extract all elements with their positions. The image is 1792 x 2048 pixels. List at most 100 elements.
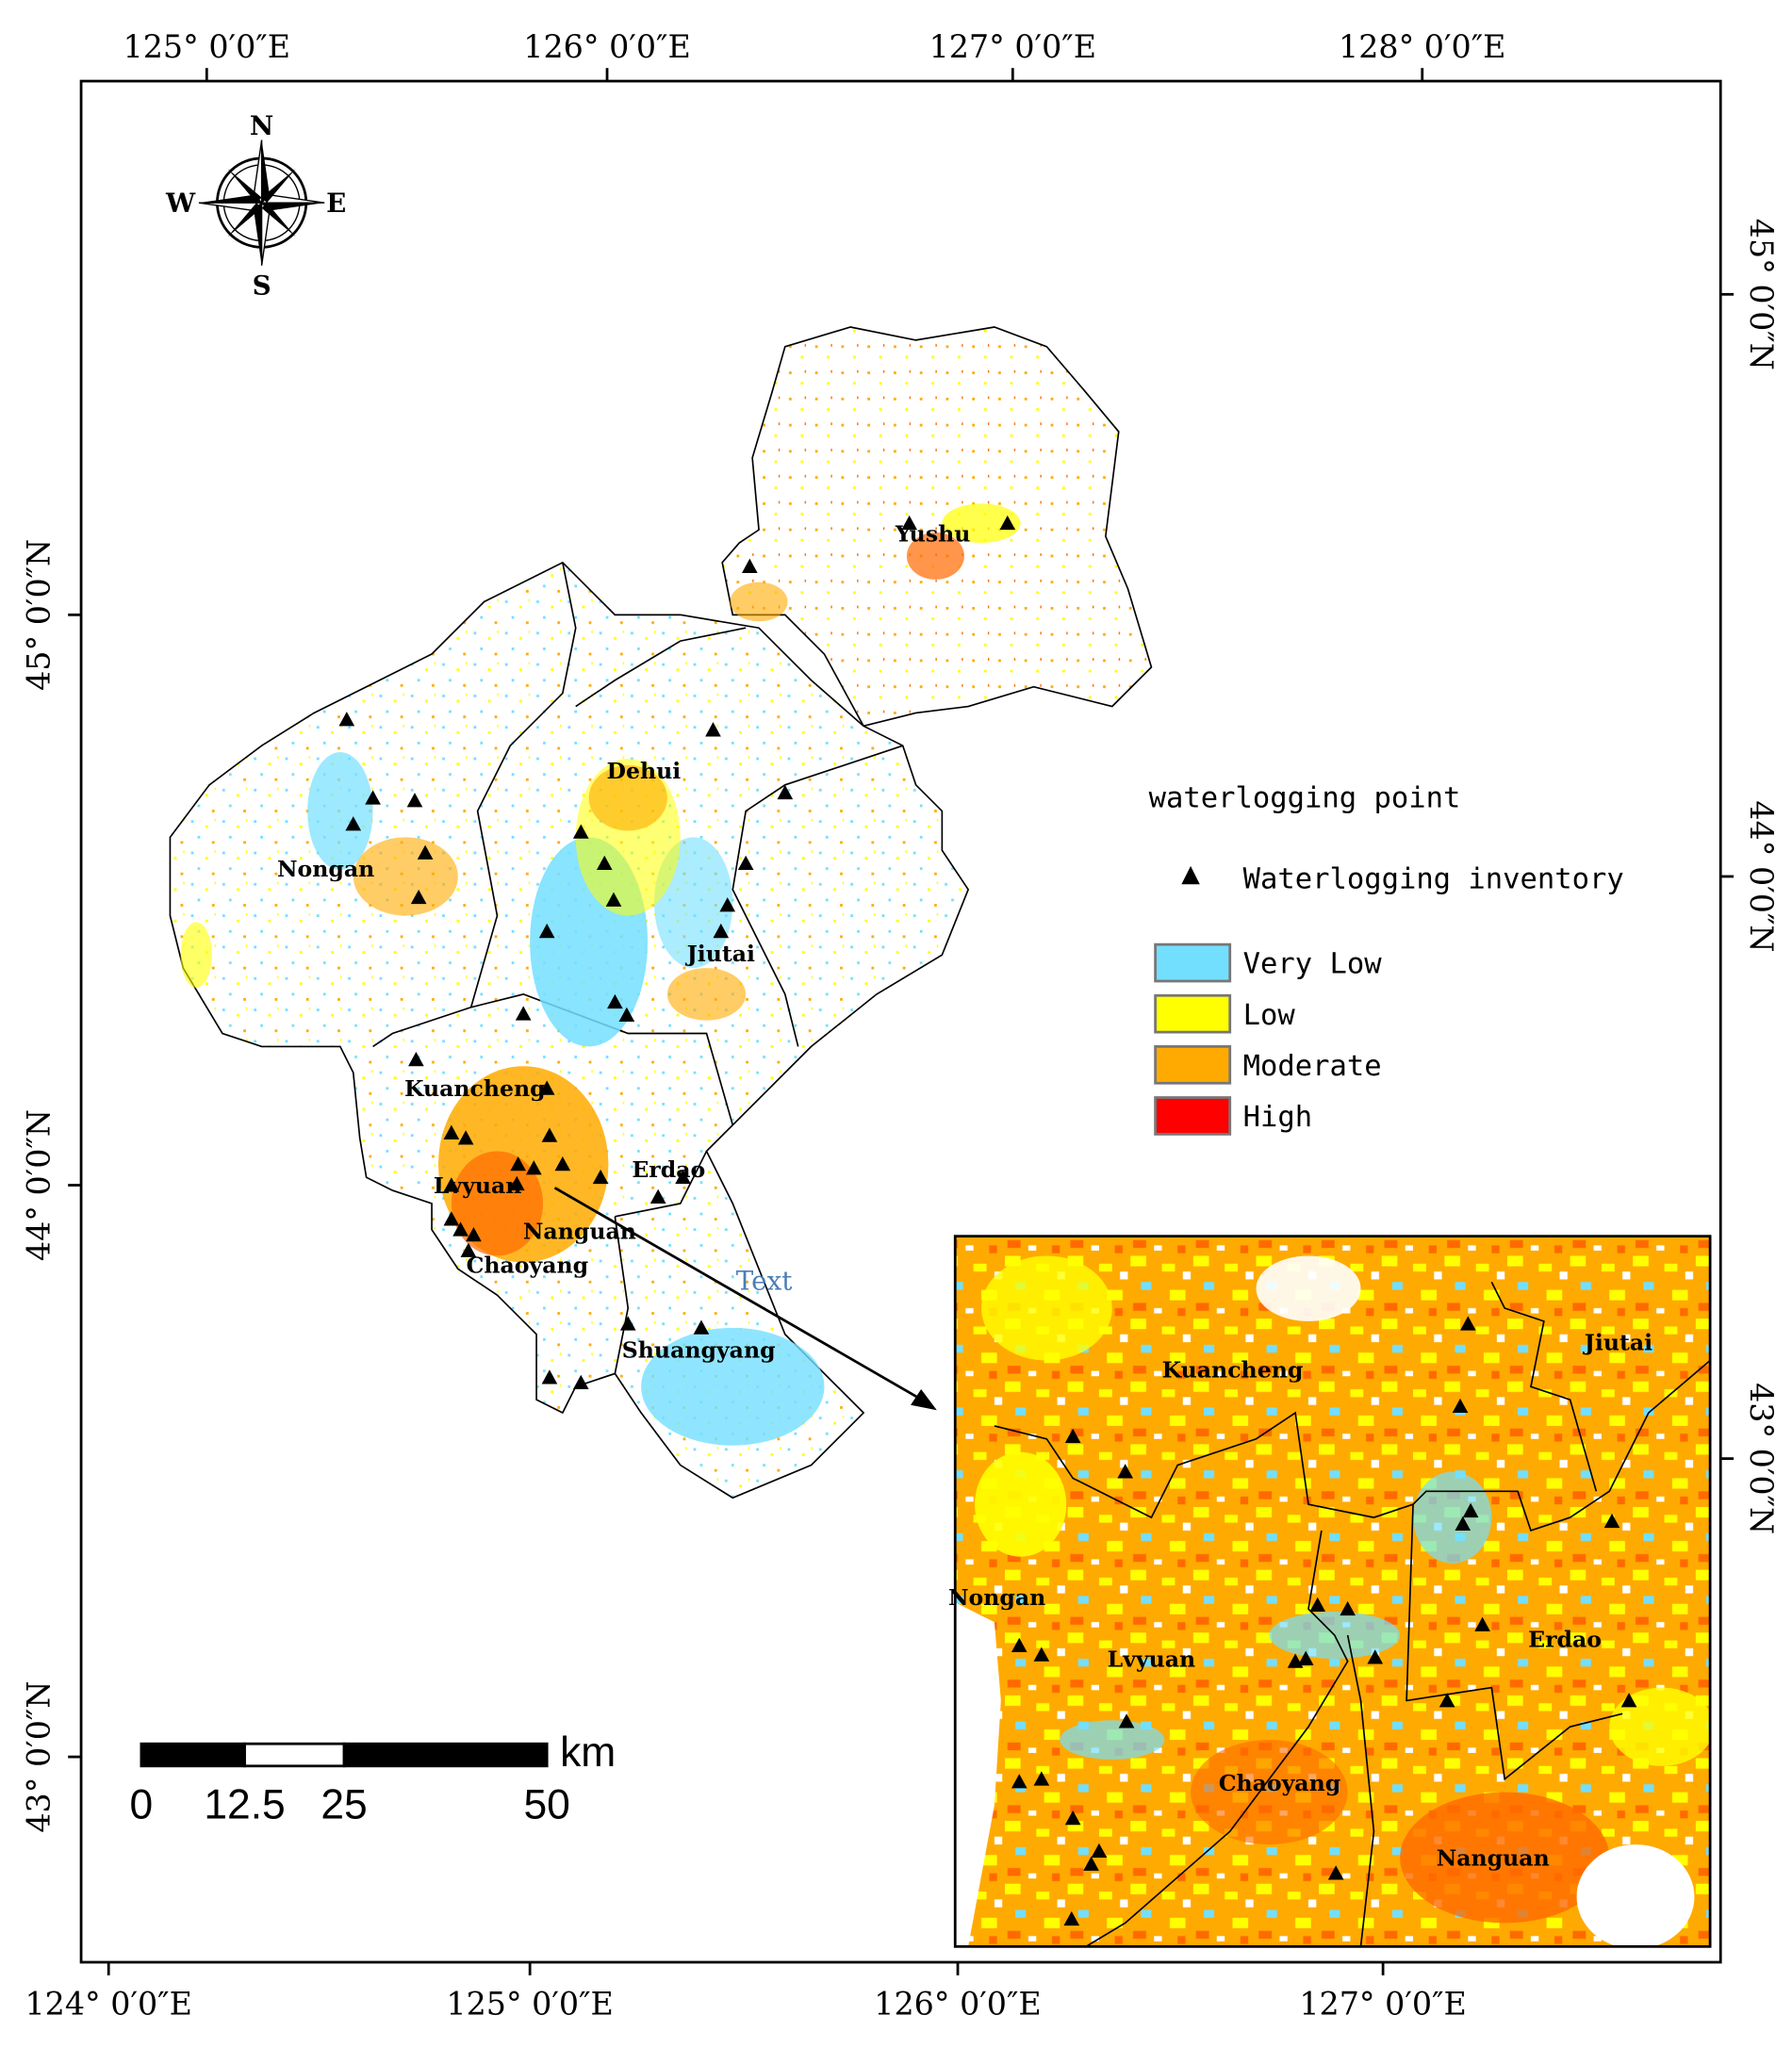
place-label: Erdao bbox=[632, 1156, 705, 1183]
waterlogging-point bbox=[541, 1127, 558, 1142]
scale-bar bbox=[140, 1742, 549, 1768]
scale-label: 12.5 bbox=[204, 1781, 285, 1827]
annotation: Text bbox=[736, 1266, 793, 1297]
place-label: Chaoyang bbox=[467, 1253, 589, 1279]
waterlogging-point bbox=[538, 923, 555, 939]
waterlogging-point bbox=[1064, 1428, 1081, 1443]
top-coord-label: 125° 0′0″E bbox=[123, 28, 290, 65]
waterlogging-point bbox=[592, 1169, 609, 1185]
waterlogging-point bbox=[1063, 1910, 1080, 1926]
waterlogging-point bbox=[457, 1130, 474, 1145]
waterlogging-point bbox=[460, 1242, 477, 1257]
right-coord-label: 43° 0′0″N bbox=[1743, 1383, 1780, 1534]
waterlogging-point bbox=[554, 1155, 571, 1171]
waterlogging-point bbox=[649, 1188, 666, 1204]
waterlogging-point bbox=[515, 1006, 532, 1021]
waterlogging-point bbox=[345, 816, 362, 831]
district-boundaries bbox=[372, 562, 903, 1374]
waterlogging-point bbox=[572, 1374, 589, 1390]
inset-place-label: Nanguan bbox=[1437, 1844, 1550, 1871]
place-label: Yushu bbox=[895, 521, 970, 548]
waterlogging-point bbox=[741, 558, 758, 573]
waterlogging-point bbox=[1118, 1713, 1135, 1729]
inset-place-label: Jiutai bbox=[1583, 1329, 1652, 1355]
place-label: Jiutai bbox=[685, 941, 755, 967]
top-coord-label: 127° 0′0″E bbox=[929, 28, 1096, 65]
waterlogging-point bbox=[1439, 1693, 1455, 1708]
waterlogging-point bbox=[1309, 1597, 1326, 1613]
waterlogging-point bbox=[1603, 1513, 1620, 1529]
waterlogging-point bbox=[1033, 1771, 1050, 1786]
waterlogging-point bbox=[1452, 1398, 1469, 1414]
bottom-coord-label: 126° 0′0″E bbox=[874, 1986, 1041, 2023]
scale-label: 25 bbox=[321, 1781, 367, 1827]
place-label: Kuancheng bbox=[404, 1075, 546, 1102]
legend-class-label: Low bbox=[1243, 999, 1296, 1032]
place-label: Shuangyang bbox=[622, 1337, 776, 1364]
waterlogging-point bbox=[1462, 1502, 1479, 1518]
waterlogging-point bbox=[619, 1316, 636, 1331]
compass-e: E bbox=[326, 188, 346, 219]
waterlogging-point bbox=[675, 1169, 691, 1185]
left-coord-label: 45° 0′0″N bbox=[21, 539, 58, 691]
waterlogging-point bbox=[417, 844, 434, 860]
inset-arrow bbox=[553, 1187, 928, 1404]
legend-point-symbol bbox=[1181, 865, 1200, 885]
waterlogging-point bbox=[338, 712, 355, 727]
scale-label: 0 bbox=[130, 1781, 154, 1827]
left-coord-label: 43° 0′0″N bbox=[21, 1681, 58, 1833]
inset-arrowhead bbox=[911, 1389, 937, 1411]
waterlogging-point bbox=[525, 1160, 542, 1175]
inset-place-label: Chaoyang bbox=[1219, 1770, 1341, 1796]
waterlogging-point bbox=[1091, 1843, 1108, 1858]
waterlogging-point bbox=[1367, 1649, 1384, 1664]
waterlogging-point bbox=[510, 1155, 526, 1171]
waterlogging-point bbox=[406, 793, 423, 808]
place-label: Nanguan bbox=[523, 1218, 636, 1244]
region-yushu bbox=[721, 326, 1153, 728]
waterlogging-point bbox=[443, 1177, 460, 1192]
inset-frame bbox=[953, 1235, 1712, 1948]
waterlogging-point bbox=[572, 824, 589, 839]
waterlogging-point bbox=[1117, 1464, 1134, 1479]
inset-place-label: Erdao bbox=[1528, 1626, 1602, 1652]
waterlogging-point bbox=[693, 1319, 710, 1335]
legend-swatch bbox=[1154, 942, 1232, 983]
waterlogging-point bbox=[1474, 1616, 1490, 1631]
legend-title: waterlogging point bbox=[1149, 781, 1461, 814]
legend-point-label: Waterlogging inventory bbox=[1243, 862, 1624, 895]
scale-label: 50 bbox=[523, 1781, 569, 1827]
bottom-coord-label: 125° 0′0″E bbox=[446, 1986, 613, 2023]
waterlogging-point bbox=[1297, 1650, 1314, 1665]
legend-class-label: High bbox=[1243, 1101, 1313, 1134]
waterlogging-point bbox=[607, 993, 623, 1009]
place-label: Dehui bbox=[607, 758, 682, 784]
legend-swatch bbox=[1154, 1045, 1232, 1085]
legend-swatch bbox=[1154, 993, 1232, 1034]
inset-place-label: Lvyuan bbox=[1108, 1646, 1196, 1672]
scale-unit: km bbox=[560, 1729, 616, 1776]
place-label: Nongan bbox=[277, 856, 374, 882]
waterlogging-point bbox=[719, 897, 736, 912]
waterlogging-point bbox=[1011, 1774, 1028, 1789]
waterlogging-point bbox=[999, 515, 1016, 531]
waterlogging-point bbox=[541, 1369, 558, 1384]
compass-n: N bbox=[250, 110, 273, 141]
compass-s: S bbox=[253, 270, 271, 301]
right-coord-label: 45° 0′0″N bbox=[1743, 219, 1780, 370]
right-coord-label: 44° 0′0″N bbox=[1743, 800, 1780, 952]
waterlogging-point bbox=[737, 855, 754, 871]
compass-w: W bbox=[165, 188, 196, 219]
waterlogging-point bbox=[538, 1080, 555, 1095]
waterlogging-point bbox=[1620, 1693, 1637, 1708]
waterlogging-point bbox=[901, 515, 917, 531]
waterlogging-point bbox=[408, 1051, 424, 1067]
compass-rose bbox=[198, 139, 325, 266]
waterlogging-point bbox=[1460, 1316, 1476, 1331]
waterlogging-point bbox=[466, 1226, 482, 1242]
inset-place-label: Kuancheng bbox=[1162, 1357, 1304, 1384]
waterlogging-point bbox=[1011, 1637, 1028, 1653]
waterlogging-point bbox=[777, 784, 794, 800]
waterlogging-point bbox=[452, 1221, 469, 1237]
inset-place-label: Nongan bbox=[948, 1584, 1045, 1611]
